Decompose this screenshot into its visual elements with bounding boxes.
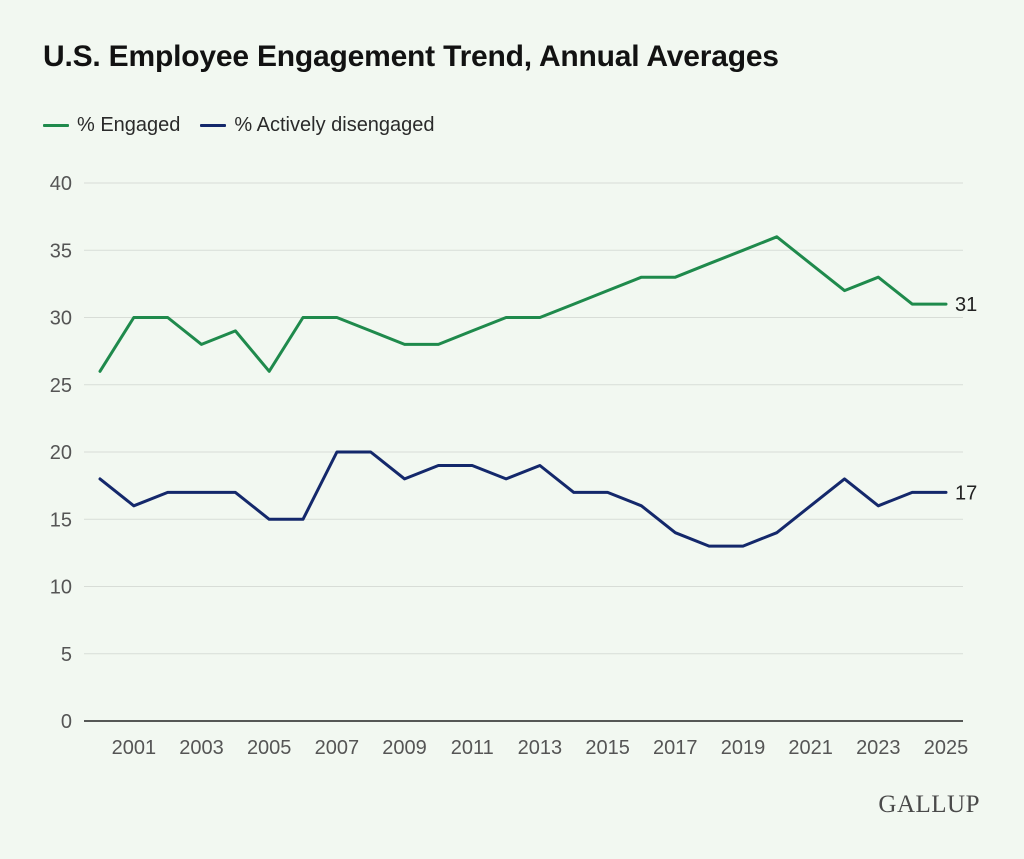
gallup-logo: GALLUP bbox=[878, 791, 980, 818]
series-line-engaged bbox=[98, 235, 948, 373]
x-tick-label: 2001 bbox=[112, 737, 157, 759]
chart-title: U.S. Employee Engagement Trend, Annual A… bbox=[43, 40, 779, 73]
x-tick-label: 2025 bbox=[924, 737, 969, 759]
y-tick-label: 5 bbox=[61, 644, 72, 666]
x-tick-label: 2007 bbox=[315, 737, 360, 759]
x-tick-label: 2017 bbox=[653, 737, 698, 759]
y-tick-label: 20 bbox=[50, 442, 72, 464]
legend-item-disengaged: % Actively disengaged bbox=[200, 114, 435, 137]
legend-label-engaged: % Engaged bbox=[77, 114, 181, 136]
end-label-engaged: 31 bbox=[955, 294, 977, 316]
x-tick-label: 2003 bbox=[179, 737, 224, 759]
y-tick-label: 40 bbox=[50, 173, 72, 195]
legend-swatch-disengaged bbox=[200, 124, 227, 127]
x-tick-label: 2015 bbox=[585, 737, 630, 759]
x-tick-label: 2009 bbox=[382, 737, 427, 759]
end-label-disengaged: 17 bbox=[955, 482, 977, 504]
y-tick-label: 35 bbox=[50, 240, 72, 262]
y-tick-label: 30 bbox=[50, 308, 72, 330]
legend-swatch-engaged bbox=[43, 124, 69, 127]
y-tick-label: 25 bbox=[50, 375, 72, 397]
y-tick-label: 0 bbox=[61, 711, 72, 733]
x-tick-label: 2011 bbox=[451, 737, 494, 759]
legend-item-engaged: % Engaged bbox=[43, 114, 180, 137]
y-tick-label: 15 bbox=[50, 509, 72, 531]
x-tick-label: 2023 bbox=[856, 737, 901, 759]
y-tick-label: 10 bbox=[50, 577, 72, 599]
x-tick-label: 2005 bbox=[247, 737, 292, 759]
series-line-disengaged bbox=[98, 450, 948, 548]
chart-legend: % Engaged % Actively disengaged bbox=[43, 114, 455, 137]
x-tick-label: 2019 bbox=[721, 737, 766, 759]
legend-label-disengaged: % Actively disengaged bbox=[234, 114, 435, 136]
x-tick-label: 2013 bbox=[518, 737, 563, 759]
x-tick-label: 2021 bbox=[788, 737, 833, 759]
